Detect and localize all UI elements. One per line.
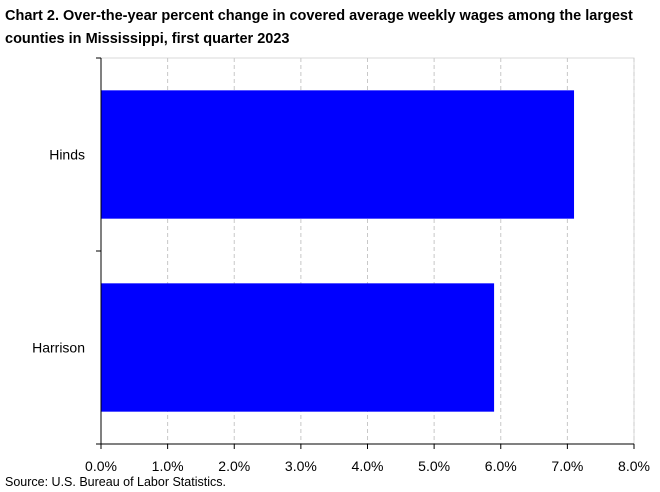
- x-tick-label-4: 4.0%: [352, 458, 384, 474]
- x-tick-label-0: 0.0%: [85, 458, 117, 474]
- x-tick-label-5: 5.0%: [418, 458, 450, 474]
- x-tick-label-1: 1.0%: [152, 458, 184, 474]
- chart-title: Chart 2. Over-the-year percent change in…: [5, 8, 633, 47]
- x-tick-label-3: 3.0%: [285, 458, 317, 474]
- x-tick-label-7: 7.0%: [551, 458, 583, 474]
- category-label-hinds: Hinds: [49, 147, 85, 163]
- bar-hinds: [101, 90, 575, 219]
- category-labels: Hinds Harrison: [32, 147, 85, 356]
- category-label-harrison: Harrison: [32, 340, 85, 356]
- source-note: Source: U.S. Bureau of Labor Statistics.: [5, 475, 226, 489]
- axes: [96, 57, 635, 449]
- x-tick-label-2: 2.0%: [218, 458, 250, 474]
- bars: [101, 90, 575, 412]
- x-tick-labels: 0.0% 1.0% 2.0% 3.0% 4.0% 5.0% 6.0% 7.0% 8.0%: [85, 458, 650, 474]
- x-tick-label-6: 6.0%: [485, 458, 517, 474]
- x-tick-label-8: 8.0%: [618, 458, 650, 474]
- bar-harrison: [101, 283, 495, 412]
